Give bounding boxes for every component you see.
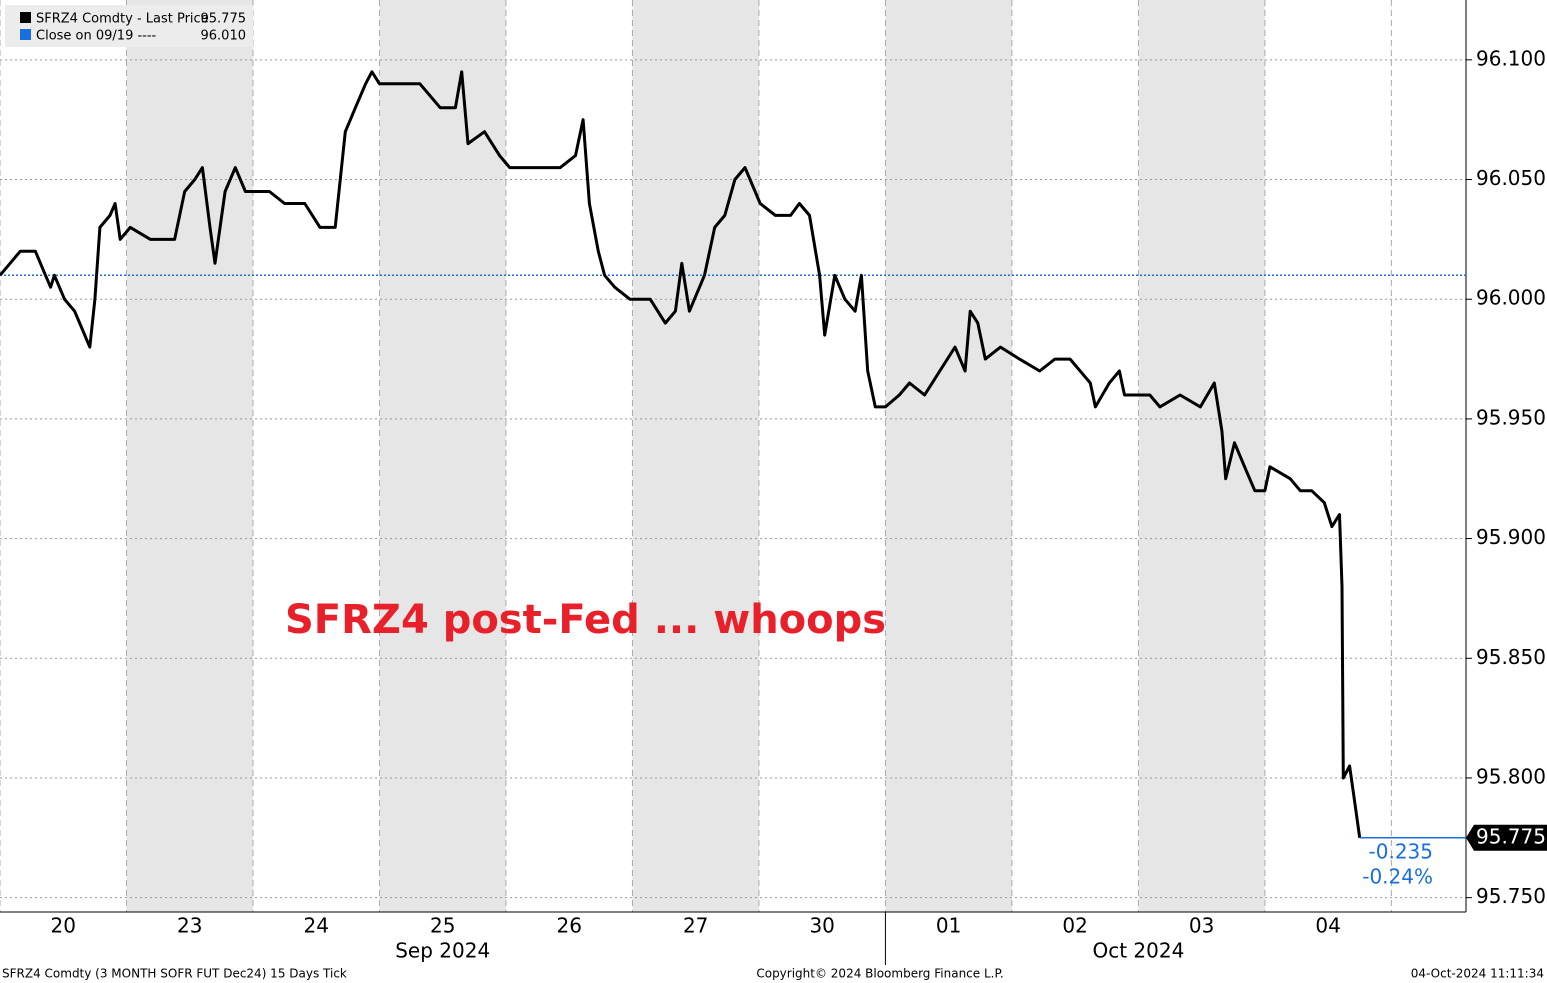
y-tick-label: 95.750 [1476,884,1546,908]
x-tick-label: 30 [809,914,834,938]
footer-left: SFRZ4 Comdty (3 MONTH SOFR FUT Dec24) 15… [2,967,347,981]
footer-center: Copyright© 2024 Bloomberg Finance L.P. [756,967,1003,981]
y-tick-label: 96.100 [1476,46,1546,70]
x-tick-label: 24 [303,914,328,938]
legend-swatch [20,29,31,40]
legend-value: 95.775 [201,12,247,27]
month-label: Sep 2024 [395,939,490,963]
y-tick-label: 95.900 [1476,525,1546,549]
y-tick-label: 96.050 [1476,166,1546,190]
x-tick-label: 20 [51,914,76,938]
day-band [126,0,253,912]
change-label: -0.24% [1362,865,1433,889]
y-tick-label: 95.950 [1476,405,1546,429]
month-label: Oct 2024 [1092,939,1184,963]
day-band [885,0,1012,912]
day-band [379,0,506,912]
x-tick-label: 27 [683,914,708,938]
legend-value: 96.010 [201,29,247,44]
last-price-box [1466,824,1547,851]
x-tick-label: 04 [1315,914,1340,938]
y-tick-label: 96.000 [1476,286,1546,310]
legend-box [5,5,253,47]
last-price-label: 95.775 [1476,824,1546,848]
price-line [0,70,1362,839]
day-band [632,0,759,912]
x-tick-label: 25 [430,914,455,938]
x-tick-label: 02 [1062,914,1087,938]
y-tick-label: 95.850 [1476,645,1546,669]
x-tick-label: 03 [1189,914,1214,938]
day-band [1138,0,1265,912]
legend-label: Close on 09/19 ---- [36,29,157,44]
footer-right: 04-Oct-2024 11:11:34 [1411,967,1544,981]
legend-label: SFRZ4 Comdty - Last Price [36,12,209,27]
legend-swatch [20,12,31,23]
x-tick-label: 23 [177,914,202,938]
annotation: SFRZ4 post-Fed ... whoops [285,597,886,643]
y-tick-label: 95.800 [1476,764,1546,788]
change-label: -0.235 [1369,840,1433,864]
x-tick-label: 26 [556,914,581,938]
x-tick-label: 01 [936,914,961,938]
